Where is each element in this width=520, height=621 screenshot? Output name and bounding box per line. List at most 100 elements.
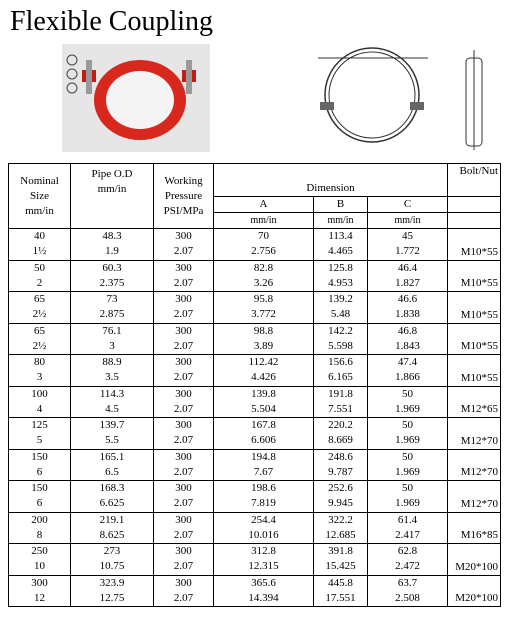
pressure-in: 2.07 — [173, 245, 194, 258]
header-text: mm/in — [25, 204, 54, 217]
dim-c-cell: 62.8 2.472 — [366, 543, 449, 576]
pressure-in: 2.07 — [173, 402, 194, 415]
header-unit: mm/in — [313, 212, 368, 229]
table-row: 40 1½ 48.3 1.9 300 2.07 70 2.756 113.4 4.465 45 1.7… — [8, 228, 502, 261]
od-in: 2.875 — [99, 308, 125, 321]
size-cell: 125 5 — [8, 417, 71, 450]
dim-a-cell: 70 2.756 — [213, 228, 314, 261]
dim-b-mm: 139.2 — [328, 293, 353, 306]
pressure-in: 2.07 — [173, 497, 194, 510]
dim-c-in: 2.472 — [395, 560, 420, 573]
empty-cell — [447, 196, 502, 213]
logo — [66, 54, 78, 66]
dim-b-mm: 113.4 — [328, 230, 353, 243]
header-bolt: Bolt/Nut — [447, 163, 502, 197]
spec-table: Nominal Size mm/in Pipe O.D mm/in Working Pr… — [8, 163, 502, 607]
od-in: 6.625 — [99, 497, 125, 510]
od-in: 5.5 — [105, 434, 119, 447]
dim-b-in: 9.945 — [328, 497, 353, 510]
dim-c-in: 1.969 — [395, 497, 420, 510]
bolt-cell: M10*55 — [447, 291, 502, 324]
dim-c-mm: 62.8 — [397, 545, 418, 558]
pressure-cell: 300 2.07 — [153, 322, 214, 355]
header-b: B — [313, 196, 368, 213]
dim-c-in: 1.969 — [395, 434, 420, 447]
bolt-cell: M10*55 — [447, 228, 502, 261]
size-mm: 40 — [34, 230, 45, 243]
dim-a-in: 7.819 — [251, 497, 276, 510]
pressure-mm: 300 — [175, 545, 192, 558]
dim-c-in: 1.969 — [395, 465, 420, 478]
dim-a-in: 3.26 — [253, 276, 274, 289]
table-row: 150 6 168.3 6.625 300 2.07 198.6 7.819 252.6 9.94… — [8, 480, 502, 513]
dim-c-mm: 50 — [402, 482, 413, 495]
od-cell: 48.3 1.9 — [70, 228, 154, 261]
od-in: 8.625 — [99, 528, 125, 541]
pressure-cell: 300 2.07 — [153, 480, 214, 513]
pressure-mm: 300 — [175, 513, 192, 526]
dim-c-mm: 46.6 — [397, 293, 418, 306]
dim-a-cell: 254.4 10.016 — [213, 511, 314, 544]
dim-c-cell: 47.4 1.866 — [366, 354, 449, 387]
dim-c-mm: 63.7 — [397, 576, 418, 589]
size-in: 12 — [34, 591, 45, 604]
dim-c-cell: 61.4 2.417 — [366, 511, 449, 544]
header-text: Working — [164, 174, 203, 187]
header-unit: mm/in — [366, 212, 449, 229]
bolt-cell: M12*70 — [447, 417, 502, 450]
header-text: PSI/MPa — [163, 204, 204, 217]
dim-b-in: 5.48 — [330, 308, 351, 321]
table-row: 65 2½ 76.1 3 300 2.07 98.8 3.89 142.2 5.598 46.8 1.… — [8, 322, 502, 355]
pressure-in: 2.07 — [173, 528, 194, 541]
dim-b-cell: 248.6 9.787 — [313, 448, 368, 481]
od-mm: 323.9 — [99, 576, 125, 589]
pressure-cell: 300 2.07 — [153, 574, 214, 607]
dim-b-cell: 142.2 5.598 — [313, 322, 368, 355]
dim-c-in: 1.866 — [395, 371, 420, 384]
dim-c-mm: 50 — [402, 419, 413, 432]
od-cell: 273 10.75 — [70, 543, 154, 576]
pressure-cell: 300 2.07 — [153, 385, 214, 418]
dim-b-in: 17.551 — [325, 591, 356, 604]
drawing-bolt — [320, 102, 334, 110]
table-row: 200 8 219.1 8.625 300 2.07 254.4 10.016 322.2 12.… — [8, 511, 502, 544]
dim-c-mm: 46.4 — [397, 261, 418, 274]
size-cell: 80 3 — [8, 354, 71, 387]
od-in: 3.5 — [105, 371, 119, 384]
size-mm: 65 — [34, 324, 45, 337]
od-cell: 114.3 4.5 — [70, 385, 154, 418]
logo — [66, 68, 78, 80]
pressure-in: 2.07 — [173, 371, 194, 384]
bolt-cell: M20*100 — [447, 574, 502, 607]
header-unit: mm/in — [213, 212, 314, 229]
od-in: 4.5 — [105, 402, 119, 415]
dim-b-in: 8.669 — [328, 434, 353, 447]
size-cell: 250 10 — [8, 543, 71, 576]
size-in: 2½ — [32, 308, 47, 321]
title: Flexible Coupling — [10, 6, 213, 37]
empty-cell — [447, 212, 502, 229]
dim-a-mm: 167.8 — [251, 419, 276, 432]
header-text: Nominal — [20, 174, 59, 187]
dim-a-mm: 365.6 — [251, 576, 276, 589]
dim-c-in: 1.969 — [395, 402, 420, 415]
dim-c-cell: 50 1.969 — [366, 448, 449, 481]
dim-b-cell: 139.2 5.48 — [313, 291, 368, 324]
od-in: 12.75 — [99, 591, 125, 604]
od-mm: 165.1 — [99, 450, 125, 463]
od-in: 3 — [109, 339, 115, 352]
dim-a-in: 3.772 — [251, 308, 276, 321]
bolt-cell: M20*100 — [447, 543, 502, 576]
dim-a-in: 14.394 — [248, 591, 279, 604]
size-in: 6 — [36, 497, 43, 510]
dim-a-cell: 112.42 4.426 — [213, 354, 314, 387]
table-row: 80 3 88.9 3.5 300 2.07 112.42 4.426 156.6 6.165 47… — [8, 354, 502, 387]
header-pressure: Working Pressure PSI/MPa — [153, 163, 214, 229]
od-mm: 168.3 — [99, 482, 125, 495]
pressure-cell: 300 2.07 — [153, 354, 214, 387]
dim-c-cell: 63.7 2.508 — [366, 574, 449, 607]
pressure-cell: 300 2.07 — [153, 511, 214, 544]
illustrations — [62, 44, 483, 152]
dim-c-mm: 46.8 — [397, 324, 418, 337]
size-cell: 150 6 — [8, 480, 71, 513]
